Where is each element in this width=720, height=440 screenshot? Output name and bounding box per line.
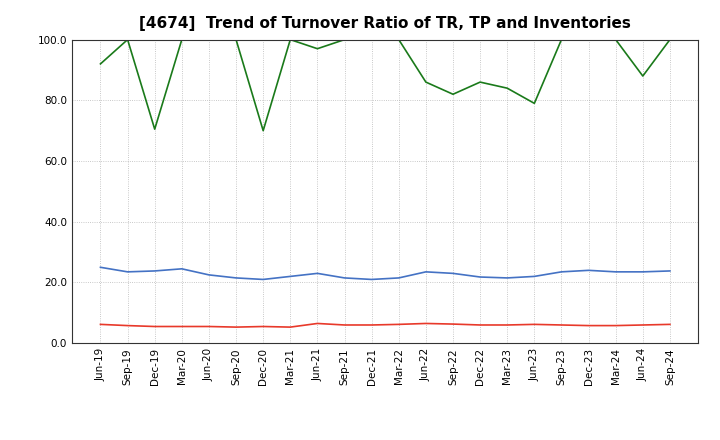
Inventories — [584, 37, 593, 42]
Inventories — [530, 101, 539, 106]
Inventories — [96, 61, 105, 66]
Trade Receivables — [178, 324, 186, 329]
Trade Receivables — [313, 321, 322, 326]
Line: Inventories: Inventories — [101, 40, 670, 131]
Inventories — [204, 37, 213, 42]
Trade Payables — [395, 275, 403, 281]
Inventories — [286, 37, 294, 42]
Inventories — [503, 85, 511, 91]
Inventories — [639, 73, 647, 79]
Trade Payables — [421, 269, 430, 275]
Trade Receivables — [476, 323, 485, 328]
Inventories — [178, 37, 186, 42]
Trade Payables — [449, 271, 457, 276]
Trade Receivables — [341, 323, 349, 328]
Trade Payables — [150, 268, 159, 274]
Inventories — [611, 37, 620, 42]
Trade Payables — [232, 275, 240, 281]
Trade Receivables — [557, 323, 566, 328]
Trade Receivables — [232, 324, 240, 330]
Trade Payables — [665, 268, 674, 274]
Trade Payables — [476, 275, 485, 280]
Inventories — [123, 37, 132, 42]
Trade Payables — [503, 275, 511, 281]
Trade Payables — [367, 277, 376, 282]
Trade Payables — [639, 269, 647, 275]
Title: [4674]  Trend of Turnover Ratio of TR, TP and Inventories: [4674] Trend of Turnover Ratio of TR, TP… — [139, 16, 631, 32]
Trade Payables — [313, 271, 322, 276]
Inventories — [367, 37, 376, 42]
Inventories — [421, 80, 430, 85]
Trade Receivables — [286, 324, 294, 330]
Trade Payables — [259, 277, 268, 282]
Trade Payables — [584, 268, 593, 273]
Inventories — [150, 127, 159, 132]
Trade Receivables — [123, 323, 132, 328]
Trade Receivables — [259, 324, 268, 329]
Trade Receivables — [503, 323, 511, 328]
Inventories — [476, 80, 485, 85]
Trade Receivables — [639, 323, 647, 328]
Inventories — [665, 37, 674, 42]
Trade Payables — [204, 272, 213, 278]
Trade Receivables — [421, 321, 430, 326]
Trade Payables — [96, 264, 105, 270]
Trade Receivables — [611, 323, 620, 328]
Trade Payables — [341, 275, 349, 281]
Trade Payables — [557, 269, 566, 275]
Trade Receivables — [584, 323, 593, 328]
Trade Payables — [611, 269, 620, 275]
Inventories — [341, 37, 349, 42]
Trade Receivables — [449, 322, 457, 327]
Inventories — [232, 37, 240, 42]
Line: Trade Payables: Trade Payables — [101, 267, 670, 279]
Trade Receivables — [204, 324, 213, 329]
Line: Trade Receivables: Trade Receivables — [101, 323, 670, 327]
Trade Payables — [178, 266, 186, 271]
Trade Payables — [286, 274, 294, 279]
Trade Payables — [123, 269, 132, 275]
Trade Payables — [530, 274, 539, 279]
Inventories — [259, 128, 268, 133]
Trade Receivables — [530, 322, 539, 327]
Trade Receivables — [150, 324, 159, 329]
Trade Receivables — [367, 323, 376, 328]
Inventories — [557, 37, 566, 42]
Inventories — [313, 46, 322, 51]
Trade Receivables — [395, 322, 403, 327]
Inventories — [395, 37, 403, 42]
Trade Receivables — [96, 322, 105, 327]
Inventories — [449, 92, 457, 97]
Trade Receivables — [665, 322, 674, 327]
